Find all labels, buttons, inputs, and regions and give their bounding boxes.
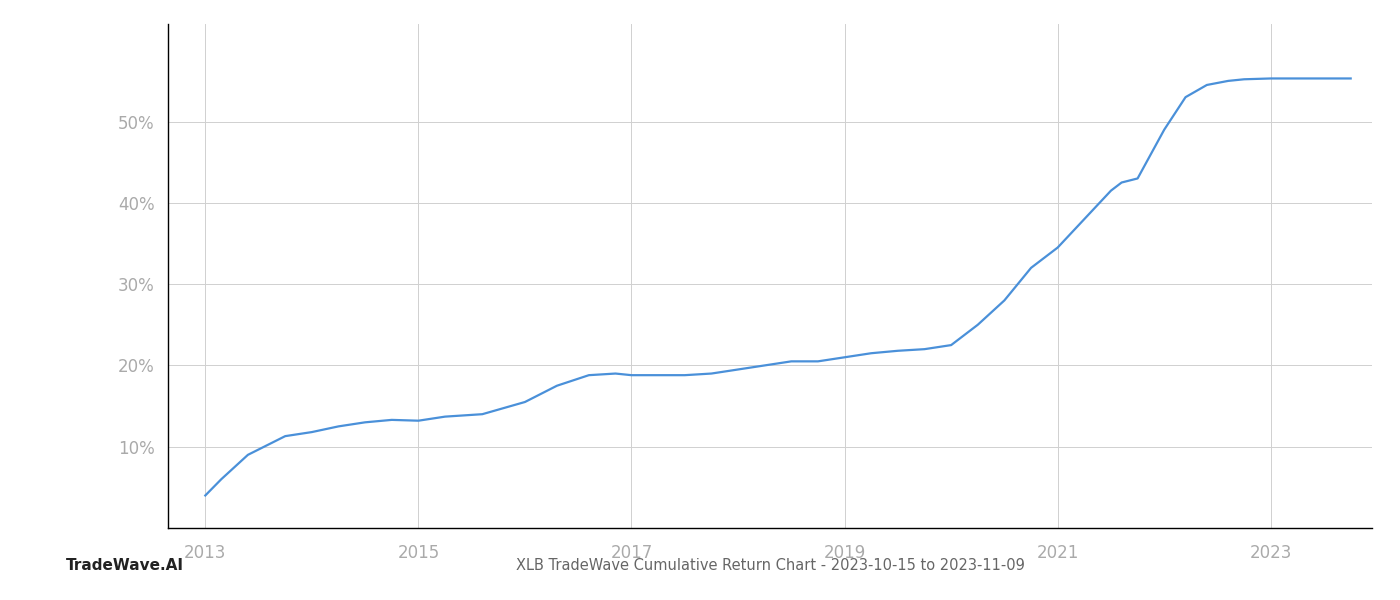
Text: TradeWave.AI: TradeWave.AI: [66, 559, 183, 574]
Text: XLB TradeWave Cumulative Return Chart - 2023-10-15 to 2023-11-09: XLB TradeWave Cumulative Return Chart - …: [515, 559, 1025, 574]
